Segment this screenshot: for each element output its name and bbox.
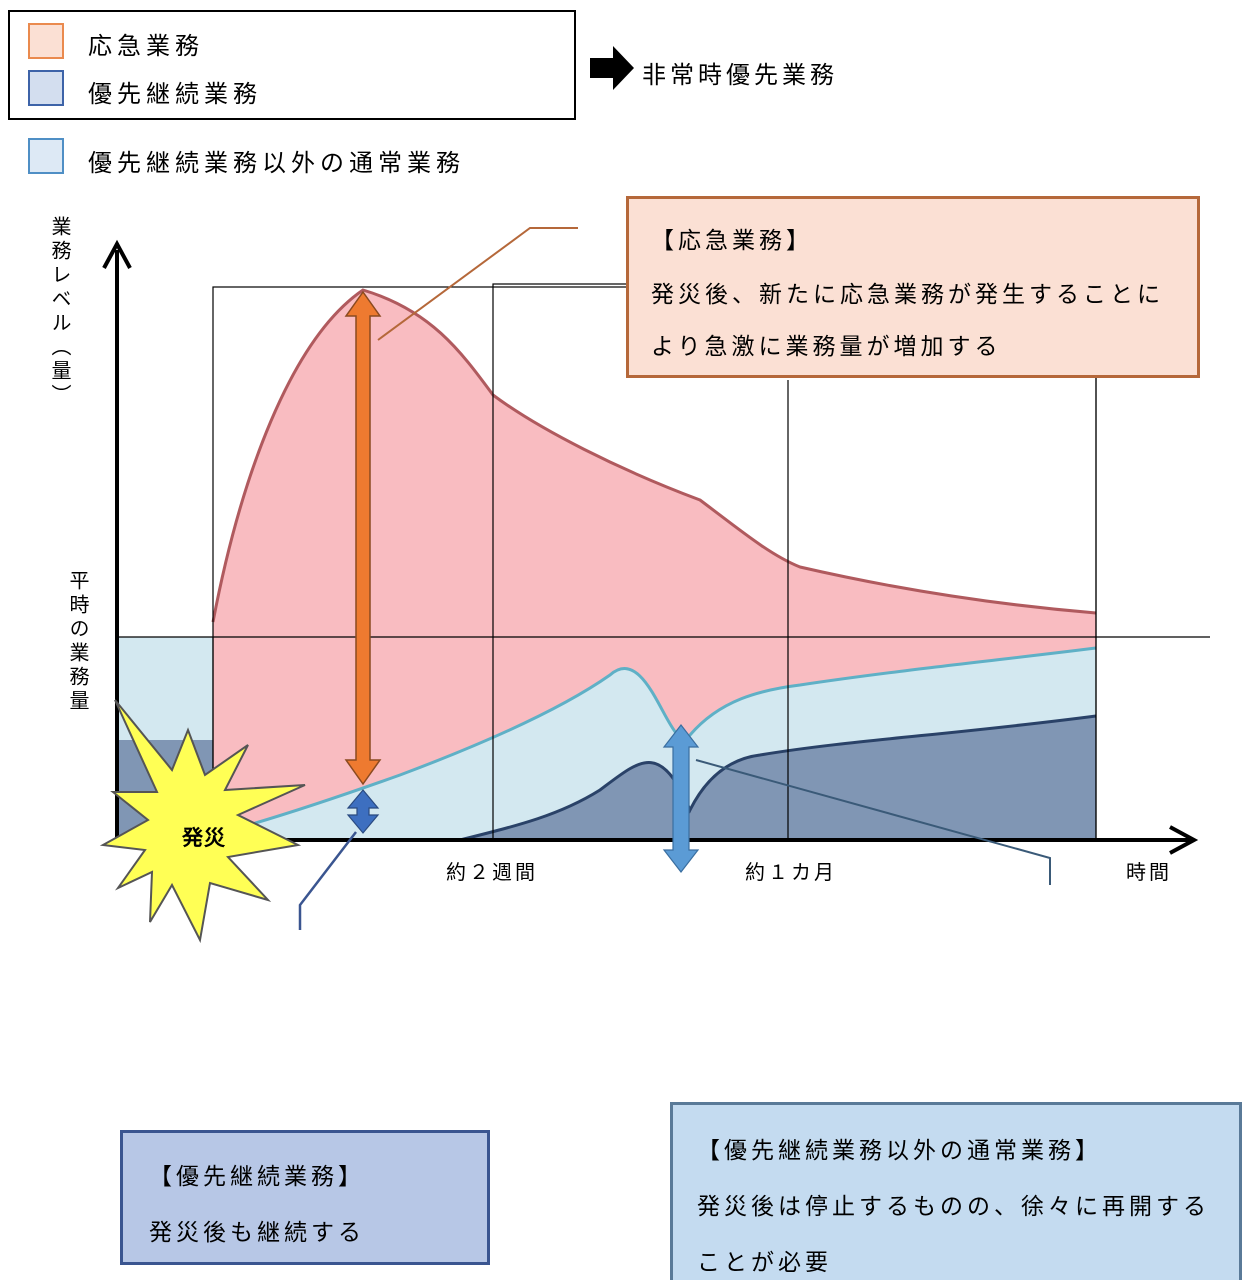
emergency-connector [377, 227, 578, 341]
callout-priority: 【優先継続業務】 発災後も継続する [120, 1130, 490, 1265]
baseline-label: 平時の業務量 [66, 570, 90, 714]
legend-swatch-normal [28, 138, 64, 174]
callout-emergency-title: 【応急業務】 [651, 228, 813, 254]
legend-swatch-emergency [28, 23, 64, 59]
priority-line [459, 714, 1097, 842]
callout-priority-title: 【優先継続業務】 [149, 1164, 365, 1190]
callout-normal: 【優先継続業務以外の通常業務】 発災後は停止するものの、徐々に再開する ことが必… [670, 1102, 1242, 1280]
legend-label-normal: 優先継続業務以外の通常業務 [88, 149, 465, 177]
callout-normal-title: 【優先継続業務以外の通常業務】 [697, 1138, 1102, 1164]
callout-emergency-line-1: 発災後、新たに応急業務が発生することに [651, 282, 1164, 308]
priority-area [460, 716, 1096, 840]
callout-normal-line-1: 発災後は停止するものの、徐々に再開する [697, 1194, 1210, 1220]
burst-icon [99, 699, 306, 944]
legend-label-emergency: 応急業務 [88, 32, 204, 60]
emergency-line [211, 288, 1097, 623]
callout-priority-line-1: 発災後も継続する [149, 1220, 365, 1246]
callout-emergency: 【応急業務】 発災後、新たに応急業務が発生することに より急激に業務量が増加する [626, 196, 1200, 378]
y-axis-arrowhead [102, 239, 132, 269]
burst-label: 発災 [182, 826, 226, 850]
x-axis-label: 時間 [1126, 860, 1172, 884]
x-tick-two-weeks: 約２週間 [446, 860, 538, 884]
callout-emergency-line-2: より急激に業務量が増加する [651, 334, 1002, 360]
normal-line [212, 646, 1097, 837]
x-tick-one-month: 約１カ月 [745, 860, 837, 884]
legend-label-priority: 優先継続業務 [88, 80, 262, 108]
emergency-double-arrow [344, 290, 382, 786]
y-axis-label: 業務レベル（量） [48, 216, 72, 408]
legend-arrow-label: 非常時優先業務 [642, 61, 838, 89]
legend-swatch-priority [28, 70, 64, 106]
x-axis-arrowhead [1169, 825, 1199, 855]
normal-double-arrow [662, 724, 700, 873]
callout-normal-line-2: ことが必要 [697, 1250, 832, 1276]
legend-box [8, 10, 576, 120]
normal-connector [695, 759, 1051, 885]
priority-connector [298, 831, 357, 930]
priority-double-arrow [346, 789, 380, 834]
